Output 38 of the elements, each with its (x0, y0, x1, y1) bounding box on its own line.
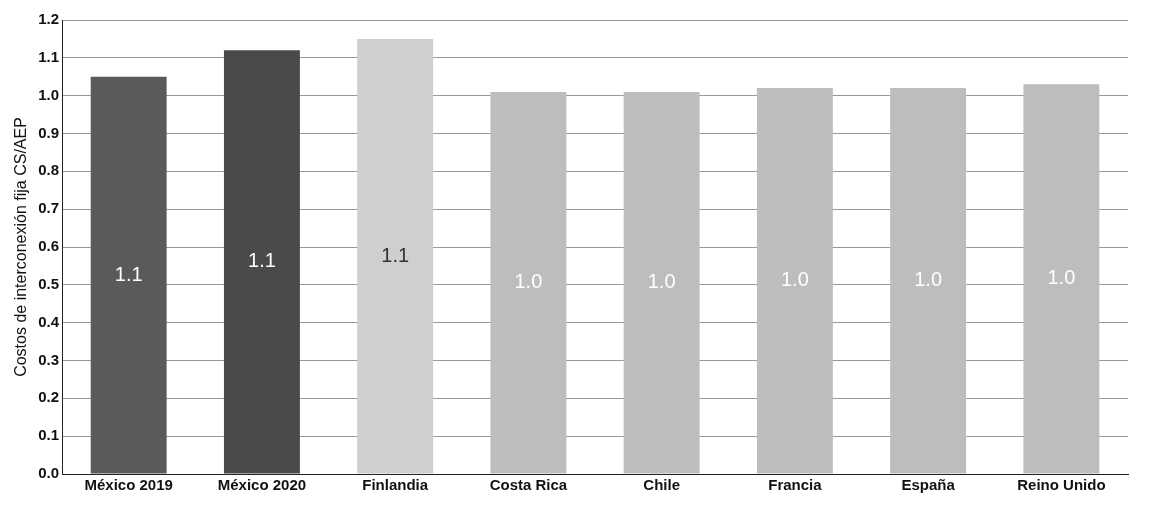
x-tick-label: Francia (768, 476, 823, 494)
y-tick-label: 0.1 (38, 426, 60, 444)
x-tick-label: España (901, 476, 956, 494)
data-label: 1.0 (1047, 266, 1076, 289)
data-label: 1.0 (780, 268, 809, 291)
y-tick-label: 0.6 (38, 237, 60, 255)
data-label: 1.1 (381, 243, 410, 266)
x-tick-label: Costa Rica (489, 476, 568, 494)
x-tick-label: Reino Unido (1017, 476, 1106, 494)
bar (490, 91, 567, 474)
y-tick-label: 0.7 (38, 199, 60, 217)
x-tick-label: México 2020 (217, 476, 307, 494)
y-tick-label: 1.1 (38, 47, 60, 65)
y-tick-label: 1.2 (38, 10, 60, 28)
y-tick-label: 0.2 (38, 388, 60, 406)
bar (90, 76, 167, 474)
x-tick-label: Finlandia (362, 476, 429, 494)
y-tick-label: 0.3 (38, 350, 60, 368)
y-tick-label: 0.8 (38, 161, 60, 179)
data-label: 1.1 (114, 262, 143, 285)
x-tick-label: México 2019 (84, 476, 173, 494)
bar (756, 88, 833, 474)
x-tick-label: Chile (643, 476, 680, 494)
bar (890, 88, 967, 474)
y-tick-label: 0.9 (38, 123, 60, 141)
y-tick-label: 0.0 (38, 464, 60, 482)
bar (1023, 84, 1100, 474)
data-label: 1.1 (248, 249, 276, 272)
bar (357, 38, 434, 474)
y-tick-label: 1.0 (38, 85, 60, 103)
bar (623, 91, 700, 474)
y-tick-label: 0.4 (38, 312, 60, 330)
data-label: 1.0 (514, 270, 543, 293)
y-tick-label: 0.5 (38, 274, 60, 292)
data-label: 1.0 (647, 270, 676, 293)
bar (223, 50, 300, 474)
y-axis-title: Costos de interconexión fija CS/AEP (12, 117, 30, 377)
data-label: 1.0 (914, 268, 943, 291)
